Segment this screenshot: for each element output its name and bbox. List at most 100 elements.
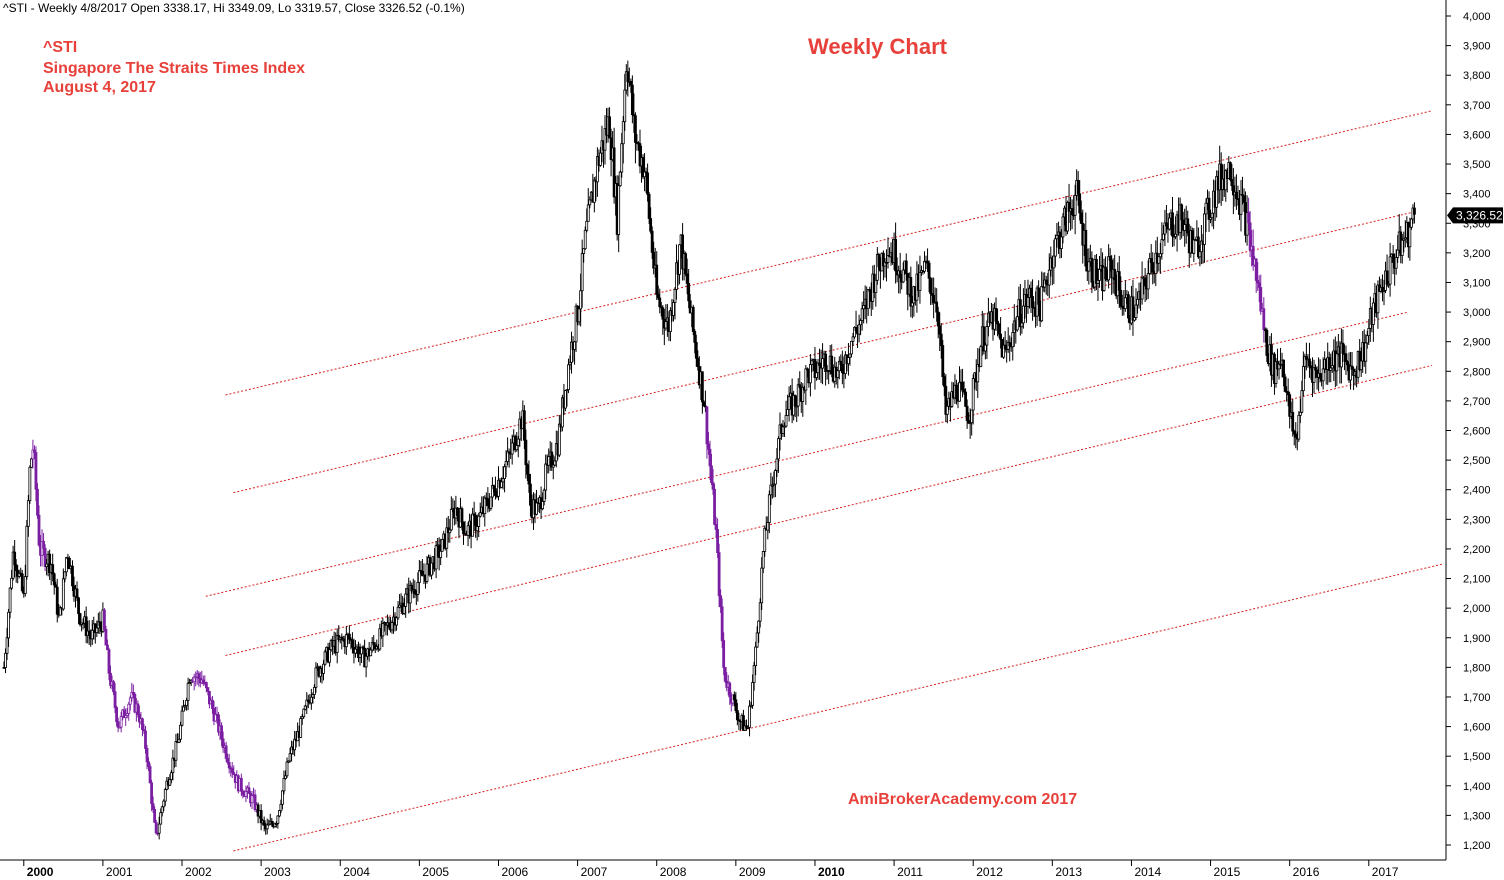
y-tick-label: 2,500 xyxy=(1463,455,1491,467)
candle xyxy=(595,147,599,197)
candle xyxy=(926,248,929,273)
candle xyxy=(710,454,713,486)
candle xyxy=(758,598,762,628)
candle xyxy=(1140,261,1144,305)
candle xyxy=(770,476,774,499)
candle xyxy=(241,789,245,799)
candle xyxy=(372,635,376,651)
candle xyxy=(766,516,770,540)
candle xyxy=(592,177,596,213)
candle xyxy=(541,492,545,511)
candle xyxy=(360,646,363,663)
candle xyxy=(1408,217,1412,261)
candle xyxy=(641,154,645,180)
candle xyxy=(1282,359,1285,387)
candle xyxy=(696,350,700,371)
candle xyxy=(821,343,824,385)
candle xyxy=(157,816,161,840)
candle xyxy=(347,625,351,644)
candle xyxy=(217,711,220,736)
candle xyxy=(805,367,809,378)
candle xyxy=(717,543,721,607)
candle xyxy=(54,581,58,588)
candle xyxy=(270,817,274,827)
symbol-label: ^STI xyxy=(43,39,77,56)
candle xyxy=(1149,244,1153,275)
candle xyxy=(1303,353,1307,379)
candle xyxy=(1321,357,1325,390)
candle xyxy=(226,753,230,765)
candle xyxy=(955,379,958,405)
candle xyxy=(87,620,91,645)
candle xyxy=(553,456,557,467)
candle xyxy=(1209,209,1212,224)
candle xyxy=(206,686,210,696)
y-tick-label: 1,300 xyxy=(1463,810,1491,822)
candle xyxy=(378,623,382,652)
candle xyxy=(935,288,939,322)
candle xyxy=(1292,429,1296,446)
candle xyxy=(1242,188,1246,212)
candle xyxy=(150,779,153,812)
candle xyxy=(927,260,931,293)
candle xyxy=(107,647,111,681)
candle xyxy=(930,277,934,305)
candle xyxy=(1254,258,1258,293)
candle xyxy=(300,713,304,725)
candle xyxy=(31,439,35,469)
candle xyxy=(104,625,108,646)
candle xyxy=(1018,283,1022,336)
candle xyxy=(28,465,32,504)
time-axis: 2000 2001 2002 2003 2004 2005 2006 2007 2008 2009… xyxy=(23,860,1399,879)
candle xyxy=(1029,281,1033,313)
candle xyxy=(1052,239,1056,285)
candle xyxy=(449,496,453,532)
candle xyxy=(769,472,773,505)
candle xyxy=(45,559,49,576)
candle xyxy=(68,556,71,570)
candle xyxy=(544,454,548,500)
candle xyxy=(306,694,310,709)
candle xyxy=(836,369,840,389)
candle xyxy=(932,277,936,319)
candle xyxy=(1394,249,1398,275)
candle xyxy=(621,116,625,164)
candle xyxy=(518,411,522,448)
candle xyxy=(1385,254,1389,288)
candle xyxy=(361,645,365,650)
candle xyxy=(36,483,39,519)
candle xyxy=(142,723,146,735)
y-tick-label: 2,800 xyxy=(1463,366,1491,378)
candle xyxy=(417,560,421,594)
candle xyxy=(795,395,799,422)
candle xyxy=(1367,319,1371,345)
candle xyxy=(1193,238,1197,242)
candle xyxy=(169,770,173,784)
candle xyxy=(1163,209,1167,247)
candle xyxy=(128,695,132,711)
candle xyxy=(1040,271,1044,323)
candle xyxy=(704,390,707,413)
candle xyxy=(354,640,357,658)
candle xyxy=(691,304,695,336)
candle xyxy=(588,196,592,209)
candle xyxy=(1066,200,1069,235)
x-tick-label: 2005 xyxy=(422,865,449,879)
candle xyxy=(125,708,129,719)
candle xyxy=(565,389,569,407)
candle xyxy=(970,409,974,436)
candle xyxy=(1387,280,1390,288)
candle xyxy=(1388,242,1392,297)
candle xyxy=(273,822,277,828)
candle xyxy=(17,569,21,579)
candle xyxy=(1327,351,1331,383)
candle xyxy=(796,378,800,417)
candle xyxy=(1391,244,1395,275)
candle xyxy=(1231,168,1235,215)
candle xyxy=(586,188,590,222)
candle xyxy=(106,639,109,651)
candle xyxy=(1259,274,1263,315)
x-tick-label: 2000 xyxy=(27,865,54,879)
candle xyxy=(939,323,943,359)
